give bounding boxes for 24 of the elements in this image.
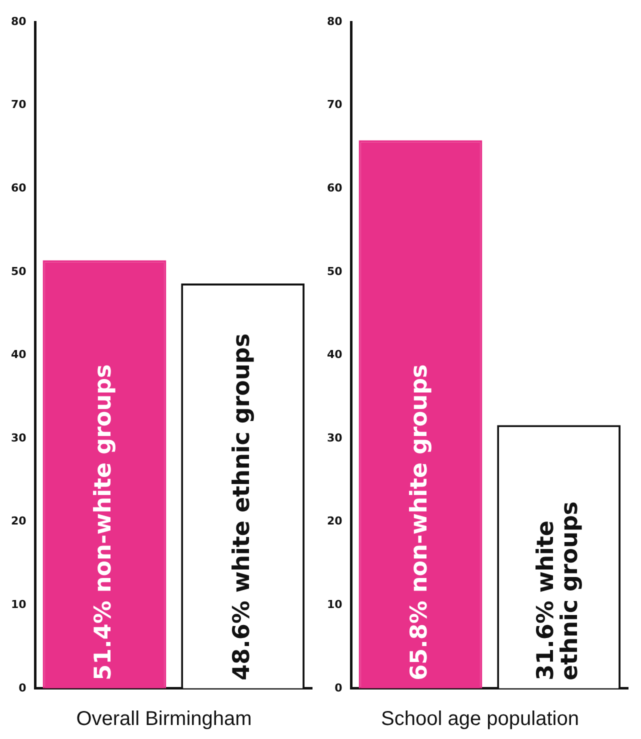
y-tick-label: 20: [326, 514, 343, 528]
data-label: 48.6% white ethnic groups: [228, 333, 255, 680]
y-tick-label: 60: [326, 181, 343, 194]
y-tick-label: 40: [326, 348, 343, 362]
y-tick-label: 80: [326, 14, 343, 28]
data-label: 31.6% white ethnic groups: [532, 501, 583, 680]
y-tick-label: 80: [10, 14, 27, 28]
y-tick-label: 10: [326, 598, 343, 611]
y-tick-label: 30: [10, 431, 27, 444]
y-tick-label: 60: [10, 181, 27, 194]
data-label: 65.8% non-white groups: [406, 364, 432, 680]
y-tick-label: 40: [10, 348, 27, 362]
y-tick-label: 50: [10, 264, 27, 278]
x-axis-title: Overall Birmingham: [75, 708, 253, 731]
y-tick-label: 20: [10, 514, 27, 528]
y-tick-label: 10: [10, 598, 27, 611]
y-tick-label: 30: [326, 431, 343, 444]
y-tick-label: 70: [10, 98, 27, 112]
y-tick-label: 0: [18, 681, 27, 694]
y-tick-label: 70: [326, 98, 343, 112]
x-axis-title: School age population: [380, 708, 580, 731]
y-tick-label: 50: [326, 264, 343, 278]
data-label: 51.4% non-white groups: [90, 364, 116, 680]
y-tick-label: 0: [334, 681, 343, 694]
